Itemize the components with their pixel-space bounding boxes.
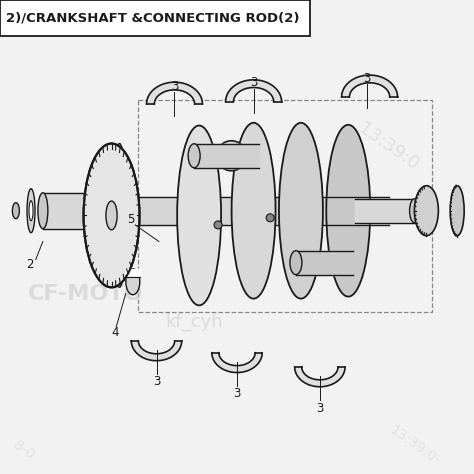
Ellipse shape bbox=[216, 141, 246, 171]
Ellipse shape bbox=[27, 189, 35, 233]
Text: CF-MOTO: CF-MOTO bbox=[27, 283, 143, 303]
Ellipse shape bbox=[106, 201, 117, 230]
Text: 3: 3 bbox=[250, 76, 257, 90]
Polygon shape bbox=[226, 80, 282, 102]
Text: 5: 5 bbox=[127, 213, 134, 226]
Bar bbox=[138, 100, 432, 312]
Ellipse shape bbox=[29, 201, 33, 221]
Polygon shape bbox=[212, 353, 262, 373]
Text: 13:39:0-: 13:39:0- bbox=[387, 423, 442, 467]
Text: 4: 4 bbox=[111, 327, 119, 339]
Circle shape bbox=[266, 214, 274, 222]
Text: 3: 3 bbox=[316, 401, 324, 415]
Text: 13:39:0: 13:39:0 bbox=[355, 119, 422, 174]
Ellipse shape bbox=[112, 144, 127, 287]
Ellipse shape bbox=[290, 251, 302, 274]
Text: 3: 3 bbox=[153, 374, 160, 388]
Ellipse shape bbox=[232, 123, 275, 299]
Text: 8-0: 8-0 bbox=[11, 438, 37, 462]
Text: kf_cyh: kf_cyh bbox=[165, 313, 223, 331]
Ellipse shape bbox=[38, 193, 48, 228]
Ellipse shape bbox=[410, 199, 419, 223]
Text: 2)/CRANKSHAFT &CONNECTING ROD(2): 2)/CRANKSHAFT &CONNECTING ROD(2) bbox=[6, 11, 300, 25]
Circle shape bbox=[214, 221, 222, 229]
Polygon shape bbox=[146, 82, 202, 104]
Ellipse shape bbox=[12, 203, 19, 219]
Bar bbox=[0, 0, 310, 36]
Ellipse shape bbox=[279, 123, 323, 299]
Text: 3: 3 bbox=[364, 72, 371, 85]
Text: 3: 3 bbox=[233, 386, 241, 400]
Text: 2: 2 bbox=[26, 258, 33, 271]
Ellipse shape bbox=[83, 144, 139, 287]
Ellipse shape bbox=[126, 269, 140, 295]
Ellipse shape bbox=[177, 126, 221, 305]
Text: 3: 3 bbox=[171, 80, 178, 93]
Polygon shape bbox=[131, 341, 182, 361]
Ellipse shape bbox=[188, 144, 200, 168]
Ellipse shape bbox=[326, 125, 370, 297]
Ellipse shape bbox=[450, 186, 464, 236]
Ellipse shape bbox=[414, 186, 438, 236]
Polygon shape bbox=[342, 75, 398, 97]
Polygon shape bbox=[295, 367, 345, 387]
